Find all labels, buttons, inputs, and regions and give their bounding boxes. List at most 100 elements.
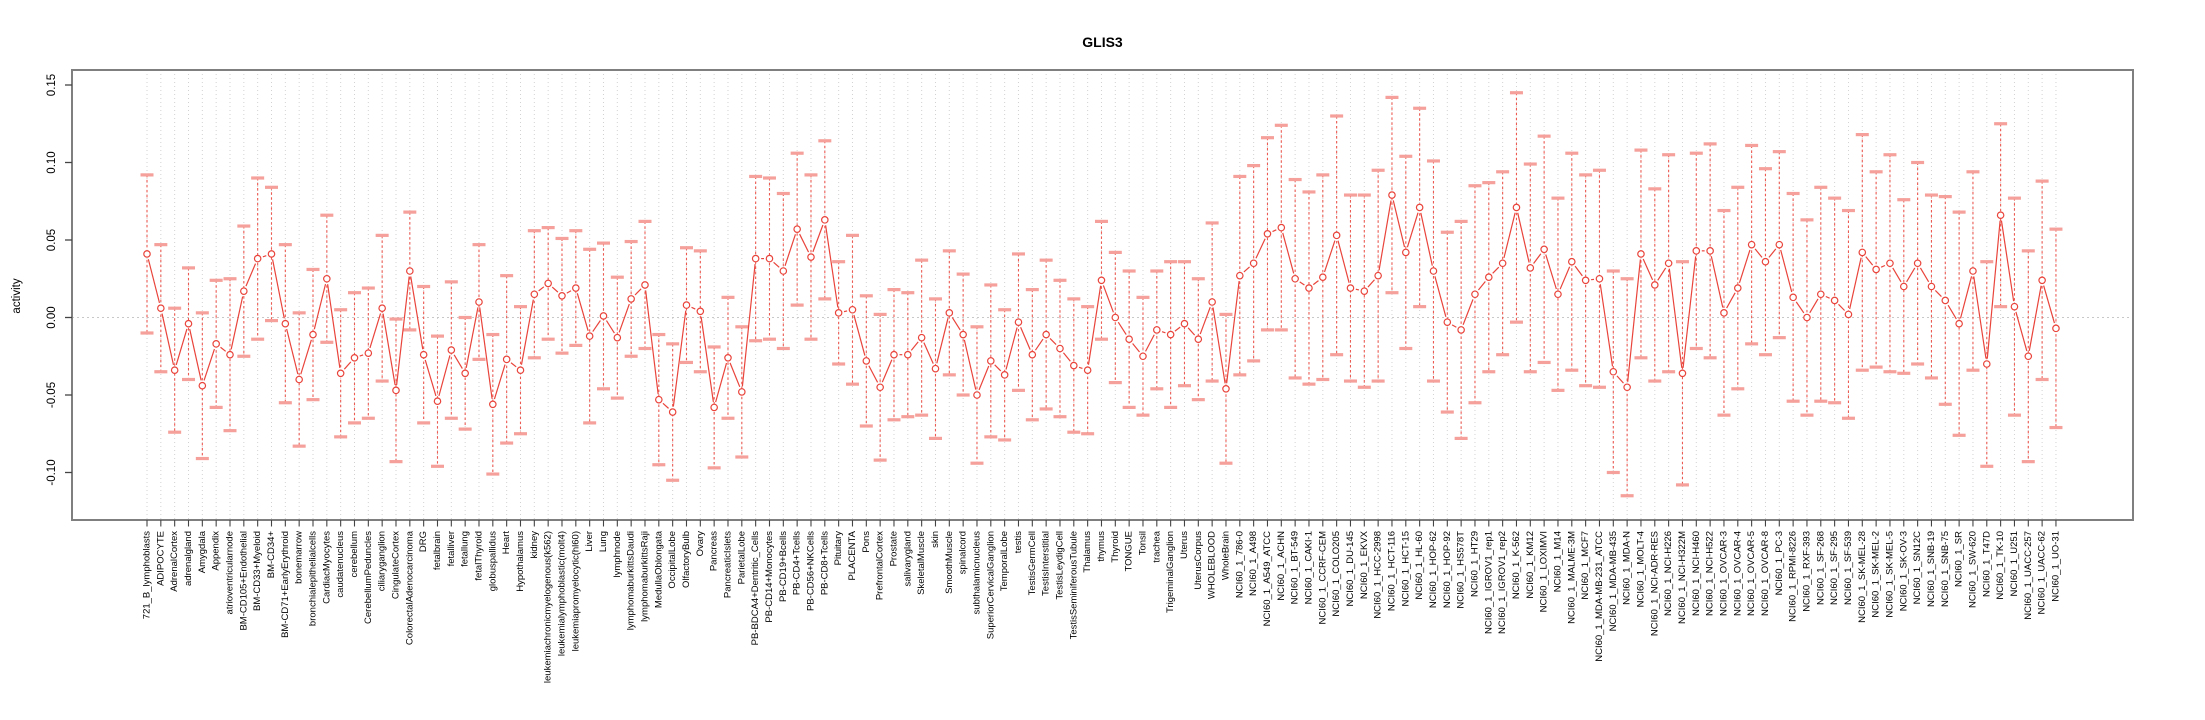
data-point [1153,326,1161,334]
x-tick-label: NCI60_1_SN12C [1912,531,1923,605]
x-tick-label: NCI60_1_RPMI-8226 [1788,531,1799,622]
x-tick-label: ADIPOCYTE [155,531,166,586]
series-line-segment [479,307,493,399]
x-tick-label: Pons [861,531,872,553]
data-point [461,369,469,378]
data-point [751,254,760,263]
x-tick-label: Uterus [1179,531,1190,559]
series-line-segment [1226,281,1240,384]
x-tick-label: NCI60_1_HCT-15 [1400,531,1411,607]
series-line-segment [1102,285,1114,313]
series-line-segment [715,362,728,403]
data-point [1982,360,1991,368]
series-line-segment [1825,295,1830,299]
data-point [1249,259,1258,268]
x-tick-label: NCI60_1_DU-145 [1345,531,1356,607]
series-line-segment [1282,232,1295,274]
series-line-segment [161,313,175,365]
series-line-segment [978,365,990,391]
data-point [350,353,359,362]
x-tick-label: BM-CD33+Myeloid [252,531,263,611]
x-tick-label: NCI60_1_KM12 [1525,531,1536,599]
x-tick-label: fetallung [460,531,471,567]
data-point [1581,276,1590,285]
x-tick-label: NCI60_1_K-562 [1511,531,1522,599]
x-tick-label: NCI60_1_T47D [1981,531,1992,597]
x-tick-label: NCI60_1_SF-295 [1829,531,1840,605]
data-point [1070,361,1078,370]
data-point [240,287,248,295]
x-tick-label: NCI60_1_IGROV1_rep1 [1483,531,1494,634]
x-tick-label: lymphnode [612,531,623,577]
x-tick-label: DRG [418,531,429,552]
x-tick-label: PLACENTA [847,530,858,580]
data-point [1996,211,2005,220]
data-point [1955,319,1963,328]
series-line-segment [994,364,1002,372]
series-line-segment [1034,338,1044,351]
series-line-segment [1087,285,1102,365]
plot-border [71,69,2134,521]
series-line-segment [1657,267,1667,281]
series-line-segment [1959,276,1973,319]
x-tick-label: Appendix [211,531,222,571]
series-line-segment [812,224,824,253]
series-line-segment [453,354,463,369]
data-point [1567,257,1576,266]
data-point [1319,273,1327,282]
data-point [1913,259,1922,268]
data-point [544,279,552,288]
series-line-segment [1337,240,1350,283]
data-point [1180,319,1189,328]
series-line-segment [576,293,589,331]
x-tick-label: TestisLeydigCell [1054,531,1065,600]
series-line-segment [520,299,534,365]
data-point [1443,318,1452,326]
data-point [1000,371,1009,379]
x-tick-label: NCI60_1_NCI-H460 [1691,531,1702,616]
data-point [682,301,691,309]
series-line-segment [382,313,396,386]
series-line-segment [1367,279,1375,288]
data-point [1650,281,1659,289]
x-tick-label: NCI60_1_SW-620 [1967,531,1978,608]
x-tick-label: ParietalLobe [736,531,747,584]
series-line-segment [1272,229,1277,233]
x-tick-label: BM-CD34+ [266,531,277,579]
series-line-segment [1005,327,1018,370]
series-line-segment [538,286,545,292]
data-point [267,250,276,258]
x-tick-label: Thyroid [1110,531,1121,563]
data-point [1720,309,1728,317]
series-line-segment [2015,311,2028,352]
data-point [2024,352,2033,361]
data-point [364,349,373,357]
data-point [641,281,649,289]
series-line-segment [2000,220,2015,302]
series-line-segment [1906,267,1916,283]
x-tick-label: NCI60_1_786-0 [1234,531,1245,598]
series-line-segment [1243,266,1250,273]
x-tick-label: NCI60_1_MOLT-4 [1635,531,1646,607]
x-tick-label: TestisGermCell [1027,531,1038,595]
x-tick-label: PB-CD4+Tcells [792,531,803,595]
x-tick-label: NCI60_1_SK-MEL-2 [1871,531,1882,618]
data-point [1830,296,1839,305]
series-line-segment [1451,324,1457,328]
series-line-segment [1020,326,1031,350]
data-point [253,254,262,263]
x-tick-label: caudatenucleus [335,531,346,598]
x-tick-label: NCI60_1_SK-OV-3 [1898,531,1909,611]
y-tick-label: 0.10 [46,151,58,173]
series-line-segment [1545,254,1557,290]
series-line-segment [1627,259,1641,382]
data-point [1554,290,1562,299]
series-line-segment [1795,301,1805,314]
x-tick-label: NCI60_1_ACHN [1276,531,1287,601]
data-point [170,366,179,375]
x-tick-label: CardiacMyocytes [321,531,332,604]
data-point [807,253,815,261]
series-line-segment [1462,299,1474,325]
